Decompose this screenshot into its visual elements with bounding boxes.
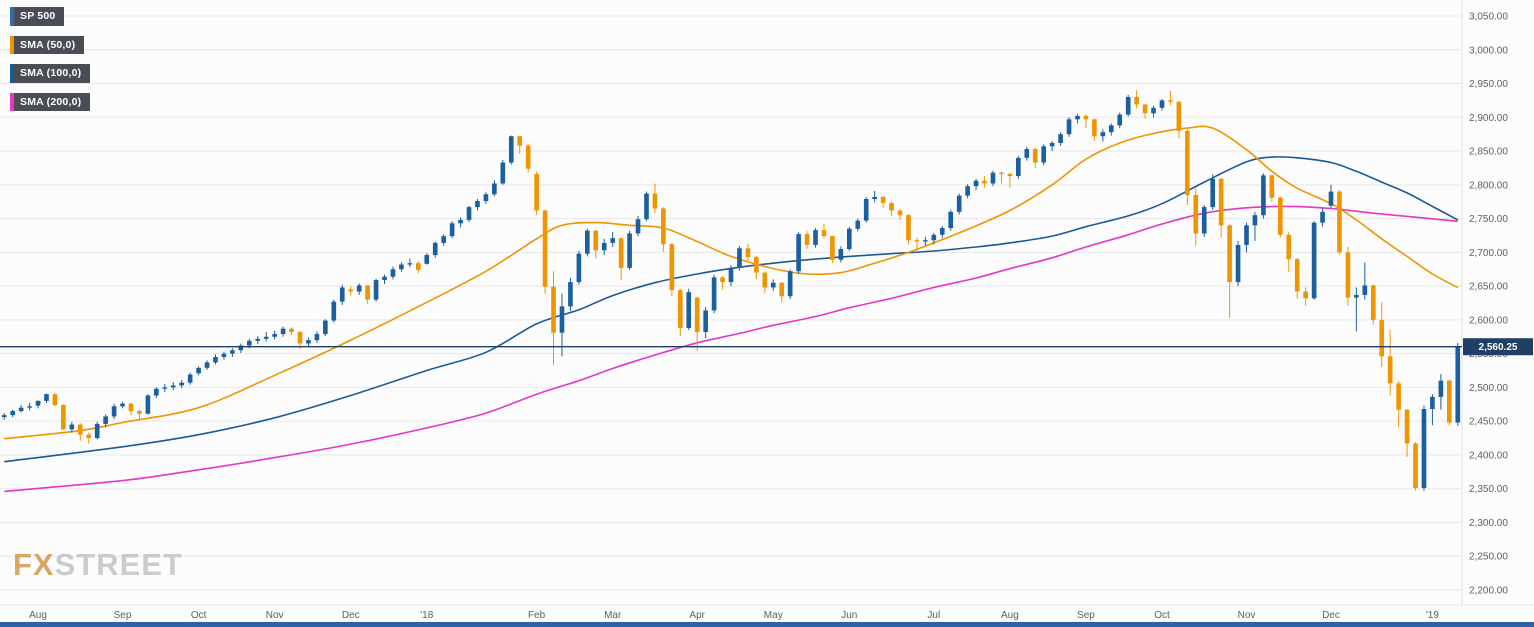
watermark-street: STREET (54, 547, 183, 582)
svg-text:Jun: Jun (841, 610, 857, 621)
svg-text:Dec: Dec (1322, 610, 1340, 621)
svg-text:Oct: Oct (191, 610, 207, 621)
svg-text:May: May (764, 610, 783, 621)
svg-text:2,850.00: 2,850.00 (1469, 147, 1508, 158)
svg-text:Aug: Aug (29, 610, 47, 621)
svg-text:2,250.00: 2,250.00 (1469, 552, 1508, 563)
fxstreet-watermark: FXSTREET (13, 547, 183, 583)
watermark-fx: FX (13, 547, 55, 582)
svg-text:Aug: Aug (1001, 610, 1019, 621)
svg-text:Sep: Sep (1077, 610, 1095, 621)
svg-text:Jul: Jul (927, 610, 940, 621)
svg-text:2,600.00: 2,600.00 (1469, 315, 1508, 326)
legend-sma100-label: SMA (100,0) (20, 67, 82, 79)
svg-text:2,200.00: 2,200.00 (1469, 586, 1508, 597)
legend-sp500[interactable]: SP 500 (10, 7, 65, 26)
svg-text:Apr: Apr (689, 610, 705, 621)
svg-text:3,000.00: 3,000.00 (1469, 45, 1508, 56)
svg-text:Nov: Nov (1238, 610, 1256, 621)
legend-sp500-label: SP 500 (20, 10, 56, 22)
grid-layer (0, 0, 1534, 606)
legend-sma200[interactable]: SMA (200,0) (10, 92, 91, 111)
svg-text:2,800.00: 2,800.00 (1469, 180, 1508, 191)
svg-text:2,500.00: 2,500.00 (1469, 383, 1508, 394)
svg-text:Mar: Mar (604, 610, 622, 621)
y-axis-labels: 2,200.00 2,250.00 2,300.00 2,350.00 2,400.00… (1469, 12, 1508, 597)
svg-text:Dec: Dec (342, 610, 360, 621)
sma50-line (4, 125, 1459, 440)
svg-text:2,350.00: 2,350.00 (1469, 484, 1508, 495)
legend-sma50-label: SMA (50,0) (20, 38, 76, 51)
svg-text:2,950.00: 2,950.00 (1469, 79, 1508, 90)
svg-text:2,750.00: 2,750.00 (1469, 214, 1508, 225)
legend-sma50[interactable]: SMA (50,0) (10, 35, 85, 54)
candles-layer (1, 90, 1461, 491)
legend: SP 500 SMA (50,0) SMA (100,0) SMA (200,0… (10, 7, 91, 121)
svg-text:'18: '18 (420, 610, 433, 621)
svg-text:Feb: Feb (528, 610, 546, 621)
svg-text:2,900.00: 2,900.00 (1469, 113, 1508, 124)
svg-text:3,050.00: 3,050.00 (1469, 12, 1508, 23)
svg-text:2,400.00: 2,400.00 (1469, 450, 1508, 461)
bottom-accent-bar (0, 622, 1534, 627)
legend-sma200-label: SMA (200,0) (20, 95, 82, 108)
svg-text:Oct: Oct (1154, 610, 1170, 621)
svg-text:2,300.00: 2,300.00 (1469, 518, 1508, 529)
svg-text:'19: '19 (1426, 610, 1439, 621)
svg-text:Nov: Nov (266, 610, 284, 621)
sma100-line (4, 156, 1459, 463)
svg-text:2,700.00: 2,700.00 (1469, 248, 1508, 259)
svg-text:2,450.00: 2,450.00 (1469, 417, 1508, 428)
sma200-line (4, 205, 1458, 493)
current-price-badge: 2,560.25 (1463, 338, 1533, 356)
svg-text:2,650.00: 2,650.00 (1469, 282, 1508, 293)
svg-text:Sep: Sep (114, 610, 132, 621)
x-axis-labels: Aug Sep Oct Nov Dec '18 Feb Mar Apr May Jun Jul Aug S… (29, 610, 1439, 621)
svg-text:2,560.25: 2,560.25 (1479, 342, 1518, 353)
legend-sma100[interactable]: SMA (100,0) (10, 64, 91, 83)
